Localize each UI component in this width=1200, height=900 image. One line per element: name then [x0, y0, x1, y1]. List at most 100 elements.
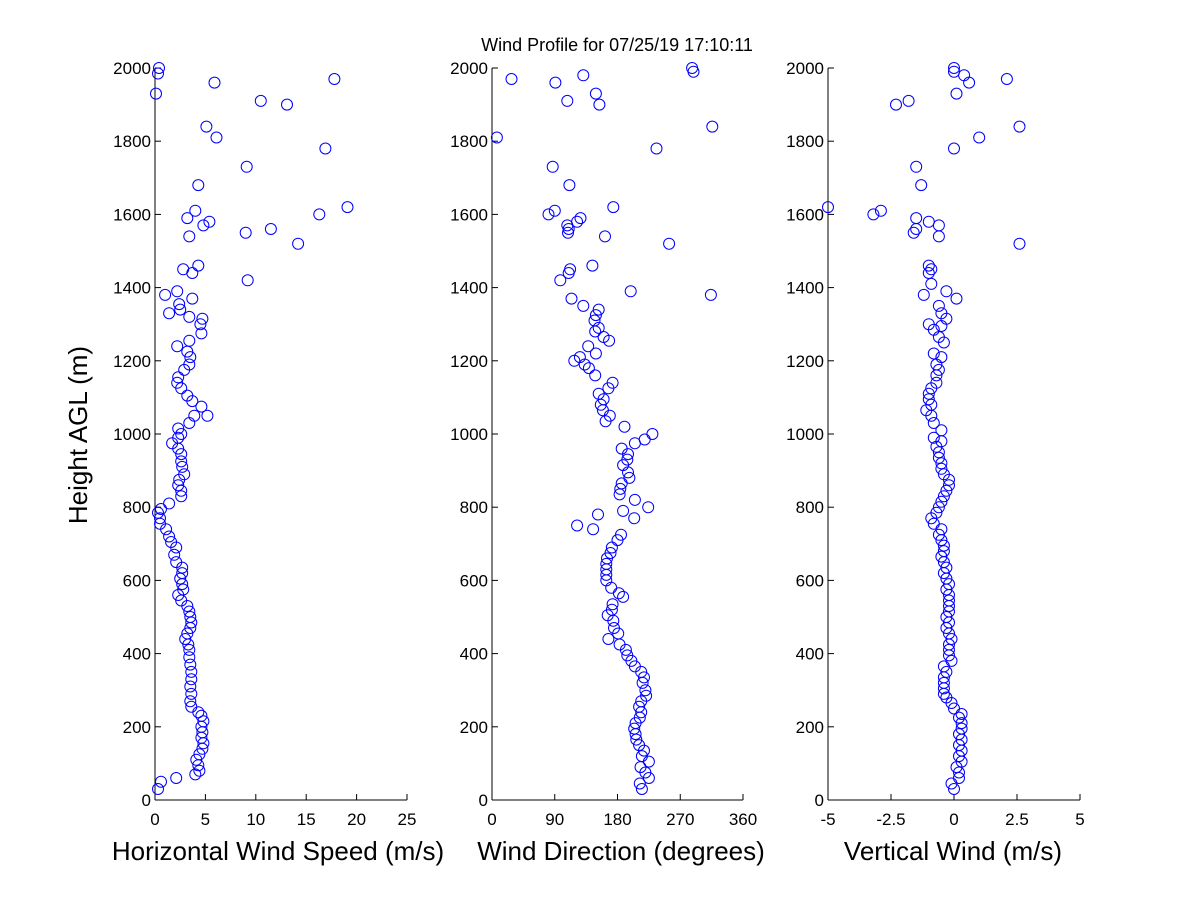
data-point-speed	[208, 76, 221, 89]
data-point-speed	[184, 680, 197, 693]
data-point-direction	[592, 387, 605, 400]
data-point-direction	[635, 750, 648, 763]
data-point-vertical	[940, 665, 953, 678]
data-point-speed	[179, 633, 192, 645]
data-point-direction	[573, 351, 586, 364]
data-point-direction	[615, 442, 628, 455]
y-tick-label-speed: 200	[123, 718, 151, 737]
x-tick-label-speed: 0	[150, 810, 159, 829]
x-tick-label-direction: 180	[603, 810, 631, 829]
data-point-direction	[587, 523, 600, 536]
data-point-vertical	[910, 212, 923, 225]
x-tick-label-vertical: -5	[820, 810, 835, 829]
horizontal-wind-speed-panel: 0 200 400 600 800 1000 1200 1400 1600 1800 2000 0 5 1…	[112, 59, 444, 866]
data-point-direction	[628, 722, 641, 735]
data-point-vertical	[943, 479, 955, 492]
x-tick-label-vertical: 5	[1075, 810, 1084, 829]
data-point-speed	[155, 775, 167, 788]
data-point-vertical	[953, 728, 965, 741]
data-point-direction	[602, 633, 615, 645]
data-point-direction	[628, 512, 641, 525]
data-point-speed	[154, 512, 166, 525]
y-tick-label-vertical: 1400	[786, 279, 824, 298]
data-point-vertical	[822, 201, 834, 214]
data-point-vertical	[932, 219, 945, 232]
data-point-direction	[490, 131, 503, 144]
data-point-speed	[185, 665, 198, 678]
data-point-vertical	[937, 490, 950, 503]
data-point-speed	[183, 358, 196, 371]
data-point-direction	[621, 649, 634, 662]
data-point-speed	[174, 303, 187, 316]
data-point-vertical	[932, 528, 945, 541]
data-point-speed	[181, 627, 194, 640]
data-point-speed	[241, 274, 254, 287]
data-point-vertical	[930, 506, 943, 519]
data-point-direction	[633, 777, 646, 790]
y-tick-label-speed: 1600	[113, 205, 151, 224]
data-point-vertical	[927, 431, 940, 444]
y-tick-label-direction: 800	[460, 498, 488, 517]
data-point-speed	[168, 548, 181, 561]
data-point-speed	[341, 201, 354, 214]
data-point-vertical	[950, 292, 963, 305]
data-point-vertical	[937, 545, 950, 558]
data-point-direction	[635, 783, 648, 795]
x-tick-label-speed: 15	[297, 810, 316, 829]
data-point-speed	[240, 160, 253, 173]
y-tick-label-direction: 1800	[450, 132, 488, 151]
data-point-speed	[254, 94, 267, 107]
data-point-vertical	[915, 179, 928, 192]
data-point-vertical	[973, 131, 986, 144]
data-point-vertical	[925, 398, 938, 411]
data-point-vertical	[922, 387, 935, 400]
data-point-speed	[184, 658, 197, 671]
data-point-speed	[185, 700, 198, 713]
y-tick-label-speed: 400	[123, 645, 151, 664]
data-point-speed	[210, 131, 223, 144]
data-point-speed	[176, 567, 189, 580]
data-point-speed	[185, 673, 198, 686]
data-point-vertical	[902, 94, 915, 107]
data-point-vertical	[937, 676, 950, 689]
data-point-vertical	[917, 288, 930, 301]
data-point-speed	[183, 310, 196, 323]
data-point-vertical	[927, 417, 940, 429]
x-tick-label-direction: 90	[545, 810, 564, 829]
figure-title: Wind Profile for 07/25/19 17:10:11	[481, 35, 753, 55]
data-point-speed	[192, 706, 205, 719]
data-point-direction	[623, 471, 636, 484]
data-point-vertical	[940, 691, 953, 704]
data-point-vertical	[907, 226, 920, 239]
data-point-direction	[592, 321, 605, 334]
data-point-speed	[196, 312, 209, 325]
data-point-speed	[203, 215, 216, 228]
data-point-vertical	[937, 539, 950, 552]
data-point-direction	[621, 453, 634, 466]
data-point-vertical	[1000, 73, 1013, 85]
data-point-vertical	[935, 462, 948, 475]
data-point-direction	[589, 87, 602, 100]
y-tick-label-vertical: 1600	[786, 205, 824, 224]
data-point-speed	[195, 327, 208, 340]
data-point-direction	[589, 369, 602, 382]
data-point-speed	[188, 409, 201, 422]
data-point-direction	[571, 215, 584, 228]
data-point-speed	[193, 748, 206, 761]
data-point-speed	[163, 497, 176, 510]
x-tick-label-speed: 10	[246, 810, 265, 829]
data-point-direction	[606, 598, 619, 611]
data-point-vertical	[927, 517, 940, 530]
y-tick-label-speed: 1400	[113, 279, 151, 298]
data-point-speed	[194, 318, 207, 331]
data-point-vertical	[1013, 237, 1026, 250]
data-point-speed	[152, 67, 164, 80]
data-point-speed	[192, 179, 205, 192]
data-point-speed	[319, 142, 332, 155]
data-point-speed	[150, 87, 162, 100]
data-point-vertical	[955, 717, 968, 730]
data-point-direction	[706, 120, 719, 133]
data-point-direction	[546, 160, 559, 173]
data-point-speed	[200, 120, 213, 133]
data-point-direction	[650, 142, 663, 155]
